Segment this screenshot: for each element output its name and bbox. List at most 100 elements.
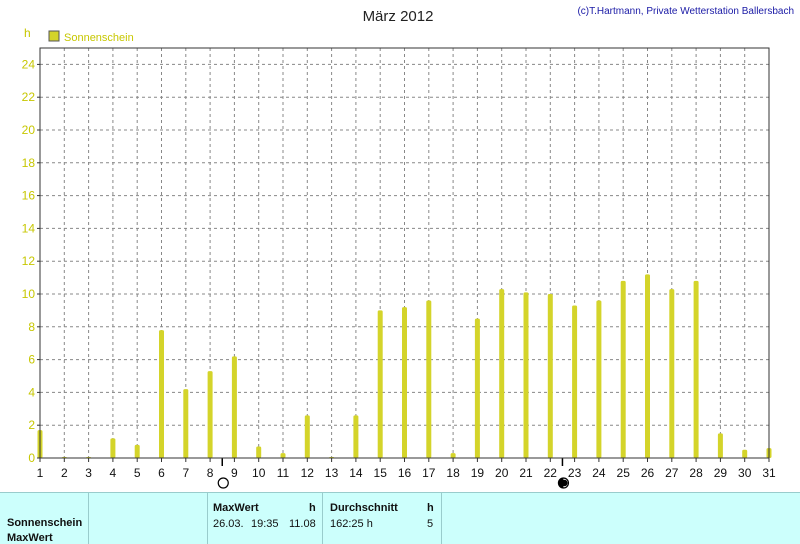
moon-phase-markers <box>217 458 570 489</box>
bar-day-23 <box>572 305 578 458</box>
x-tick-label: 11 <box>277 466 290 480</box>
row-label-sonnenschein: Sonnenschein <box>7 517 83 529</box>
x-tick-label: 7 <box>182 466 189 480</box>
x-tick-label: 29 <box>714 466 728 480</box>
y-tick-label: 10 <box>22 287 36 301</box>
bars-group <box>37 274 772 458</box>
summary-panel: Sonnenschein MaxWert MaxWert h 26.03. 19… <box>0 492 800 544</box>
x-tick-label: 12 <box>301 466 315 480</box>
bar-day-29 <box>717 433 723 458</box>
bar-day-26 <box>645 274 650 458</box>
x-tick-labels: 1 2 3 4 5 6 7 8 9 10 11 12 13 14 15 16 17 18 19 20 21 22 23 24 2… <box>37 458 776 480</box>
bar-day-21 <box>523 292 529 458</box>
x-tick-label: 24 <box>592 466 606 480</box>
bar-day-8 <box>207 371 213 458</box>
x-tick-label: 20 <box>495 466 509 480</box>
y-tick-label: 20 <box>22 123 36 137</box>
avg-total: 162:25 h <box>330 518 373 530</box>
x-tick-label: 26 <box>641 466 655 480</box>
bar-day-22 <box>547 294 553 458</box>
x-tick-label: 13 <box>325 466 339 480</box>
y-tick-label: 24 <box>22 57 36 71</box>
row-label-maxwert: MaxWert <box>7 532 53 544</box>
label-column: Sonnenschein MaxWert <box>0 493 89 544</box>
avg-header: Durchschnitt <box>330 502 398 514</box>
y-tick-label: 4 <box>28 385 35 399</box>
x-tick-label: 27 <box>665 466 679 480</box>
bar-day-17 <box>426 300 432 458</box>
bar-day-20 <box>499 289 505 458</box>
y-tick-label: 8 <box>28 320 35 334</box>
chart-title: März 2012 <box>363 8 434 25</box>
x-tick-label: 9 <box>231 466 238 480</box>
x-tick-label: 14 <box>349 466 363 480</box>
bar-day-16 <box>402 307 407 458</box>
spacer-column <box>88 493 208 544</box>
x-tick-label: 25 <box>617 466 631 480</box>
x-tick-label: 8 <box>207 466 214 480</box>
y-axis-unit: h <box>24 26 31 40</box>
bar-day-6 <box>159 330 164 458</box>
bar-day-28 <box>693 280 699 458</box>
x-tick-label: 31 <box>762 466 776 480</box>
bar-day-9 <box>231 356 237 458</box>
max-date: 26.03. <box>213 518 244 530</box>
sunshine-chart: März 2012 (c)T.Hartmann, Private Wetters… <box>22 6 794 489</box>
x-tick-label: 2 <box>61 466 68 480</box>
x-tick-label: 5 <box>134 466 141 480</box>
bar-day-24 <box>596 300 602 458</box>
avg-column: Durchschnitt h 162:25 h 5 <box>322 493 442 544</box>
bar-day-19 <box>474 318 480 458</box>
y-tick-label: 16 <box>22 189 36 203</box>
y-tick-label: 12 <box>22 254 36 268</box>
bar-day-11 <box>280 453 286 458</box>
legend-swatch <box>48 30 60 42</box>
full-moon-icon <box>217 477 229 489</box>
x-tick-label: 16 <box>398 466 412 480</box>
grid-lines <box>40 48 769 458</box>
bar-day-4 <box>110 438 116 458</box>
bar-day-12 <box>304 415 310 458</box>
max-value: 11.08 <box>289 518 316 530</box>
max-header: MaxWert <box>213 502 259 514</box>
x-tick-label: 15 <box>374 466 388 480</box>
bar-day-10 <box>256 446 262 458</box>
y-tick-label: 18 <box>22 156 36 170</box>
x-tick-label: 23 <box>568 466 582 480</box>
max-unit: h <box>309 502 316 514</box>
x-tick-label: 30 <box>738 466 752 480</box>
x-tick-label: 21 <box>519 466 533 480</box>
x-tick-label: 10 <box>252 466 266 480</box>
x-tick-label: 17 <box>422 466 436 480</box>
copyright-text: (c)T.Hartmann, Private Wetterstation Bal… <box>577 6 794 17</box>
avg-value: 5 <box>427 518 434 530</box>
bar-day-5 <box>134 444 140 458</box>
y-tick-label: 0 <box>28 451 35 465</box>
y-tick-label: 22 <box>22 90 36 104</box>
max-column: MaxWert h 26.03. 19:35 11.08 <box>207 493 323 544</box>
legend-label: Sonnenschein <box>64 32 134 44</box>
bar-day-30 <box>742 449 748 458</box>
y-tick-label: 2 <box>28 418 35 432</box>
max-time: 19:35 <box>251 518 279 530</box>
y-tick-label: 6 <box>28 353 35 367</box>
new-moon-icon <box>557 477 570 489</box>
x-tick-label: 3 <box>85 466 92 480</box>
y-tick-label: 14 <box>22 221 36 235</box>
x-tick-label: 6 <box>158 466 165 480</box>
x-tick-label: 1 <box>37 466 44 480</box>
avg-unit: h <box>427 502 434 514</box>
x-tick-label: 19 <box>471 466 485 480</box>
x-tick-label: 28 <box>689 466 703 480</box>
x-tick-label: 4 <box>110 466 117 480</box>
bar-day-18 <box>450 453 456 458</box>
bar-day-27 <box>669 289 675 458</box>
bar-day-15 <box>377 310 383 458</box>
bar-day-7 <box>183 389 189 458</box>
bar-day-25 <box>620 280 626 458</box>
bar-day-14 <box>353 415 359 458</box>
x-tick-label: 22 <box>544 466 558 480</box>
plot-frame <box>39 47 770 459</box>
x-tick-label: 18 <box>446 466 460 480</box>
